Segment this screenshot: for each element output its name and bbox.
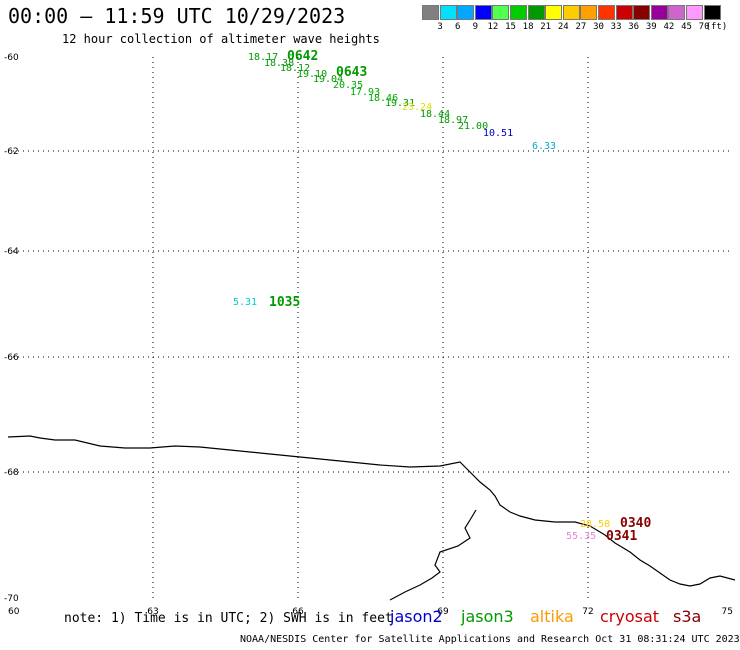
legend-swatch: [615, 5, 633, 20]
wave-height-label: 23.24: [402, 102, 433, 113]
wave-height-label: 18.12: [280, 63, 311, 74]
footer-credit: NOAA/NESDIS Center for Satellite Applica…: [240, 634, 740, 645]
wave-height-label: 55.35: [566, 531, 597, 542]
longitude-label: 63: [147, 607, 158, 617]
latitude-label: -66: [4, 353, 19, 363]
legend-swatch: [457, 5, 475, 20]
legend-swatch: [598, 5, 615, 20]
satellite-altika-label: altika: [530, 607, 574, 626]
wave-height-label: 20.35: [333, 80, 364, 91]
legend-tick-label: 70: [698, 22, 710, 32]
wave-height-label: 5.31: [233, 297, 258, 308]
legend-tick-label: 27: [575, 22, 587, 32]
legend-tick-label: 3: [437, 22, 443, 32]
lat-lon-grid: [8, 57, 733, 598]
legend-swatch: [562, 5, 580, 20]
legend-tick-label: 30: [593, 22, 604, 32]
legend-tick-label: 45: [681, 22, 692, 32]
legend-swatch: [527, 5, 545, 20]
legend-tick-label: 6: [454, 22, 461, 32]
pass-time-label: 0340: [620, 516, 652, 531]
wave-height-label: 18.97: [438, 115, 469, 126]
legend-swatch: [580, 5, 598, 20]
latitude-label: -68: [4, 468, 19, 478]
footer-note: note: 1) Time is in UTC; 2) SWH is in fe…: [64, 611, 393, 626]
wave-height-label: 21.00: [458, 121, 489, 132]
wave-height-label: 18.46: [368, 93, 399, 104]
longitude-label: 66: [292, 607, 304, 617]
wave-height-label: 19.10: [297, 69, 328, 80]
legend-swatch: [474, 5, 492, 20]
legend-swatch: [633, 5, 651, 20]
wave-height-label: 18.44: [420, 109, 451, 120]
latitude-label: -62: [4, 147, 19, 157]
longitude-label: 69: [437, 607, 449, 617]
satellite-jason3-label: jason3: [461, 607, 514, 626]
longitude-label: 72: [582, 607, 593, 617]
legend-swatch: [422, 5, 439, 20]
wave-height-label: 17.93: [350, 87, 381, 98]
wave-height-label: 6.33: [532, 141, 557, 152]
legend-swatch: [492, 5, 510, 20]
axis-labels: -60 -62 -64 -66 -68 -70 60 63 66 69 72 75: [4, 53, 733, 617]
longitude-label: 60: [8, 607, 20, 617]
legend-swatch: [668, 5, 686, 20]
legend-swatch: [650, 5, 668, 20]
legend-tick-label: 42: [663, 22, 675, 32]
latitude-label: -60: [4, 53, 19, 63]
wave-height-label: 18.17: [248, 52, 279, 63]
pass-time-label: 0642: [287, 49, 319, 64]
legend-unit-label: (ft): [705, 22, 728, 32]
latitude-label: -70: [4, 594, 19, 604]
legend-swatch: [545, 5, 563, 20]
pass-time-label: 0341: [606, 529, 638, 544]
legend-swatch: [510, 5, 527, 20]
satellite-cryosat-label: cryosat: [600, 607, 660, 626]
legend-tick-label: 12: [487, 22, 499, 32]
legend-swatch: [703, 5, 721, 20]
wave-height-label: 10.51: [483, 128, 514, 139]
legend-tick-label: 18: [522, 22, 534, 32]
legend-tick-label: 36: [628, 22, 640, 32]
antarctic-coastline: [7, 435, 736, 587]
satellite-s3a-label: s3a: [673, 607, 702, 626]
wave-height-label: 19.04: [313, 74, 344, 85]
legend-tick-label: 24: [557, 22, 569, 32]
legend-tick-label: 9: [472, 22, 478, 32]
pass-time-label: 1035: [269, 295, 301, 310]
latitude-label: -64: [4, 247, 19, 257]
legend-tick-label: 33: [610, 22, 622, 32]
satellite-jason2-label: jason2: [390, 607, 443, 626]
map-title: 00:00 – 11:59 UTC 10/29/2023: [8, 4, 346, 28]
legend-swatch: [439, 5, 457, 20]
pass-time-label: 0643: [336, 65, 368, 80]
map-subtitle: 12 hour collection of altimeter wave hei…: [62, 32, 380, 46]
longitude-label: 75: [722, 607, 733, 617]
wave-height-label: 18.38: [264, 58, 295, 69]
legend-tick-label: 39: [645, 22, 657, 32]
legend-tick-label: 21: [540, 22, 552, 32]
legend-tick-label: 15: [505, 22, 516, 32]
wave-height-label: 28.50: [580, 519, 611, 530]
wave-height-label: 19.31: [385, 98, 416, 109]
ice-shelf-inlet: [389, 509, 477, 601]
legend-swatch: [686, 5, 703, 20]
